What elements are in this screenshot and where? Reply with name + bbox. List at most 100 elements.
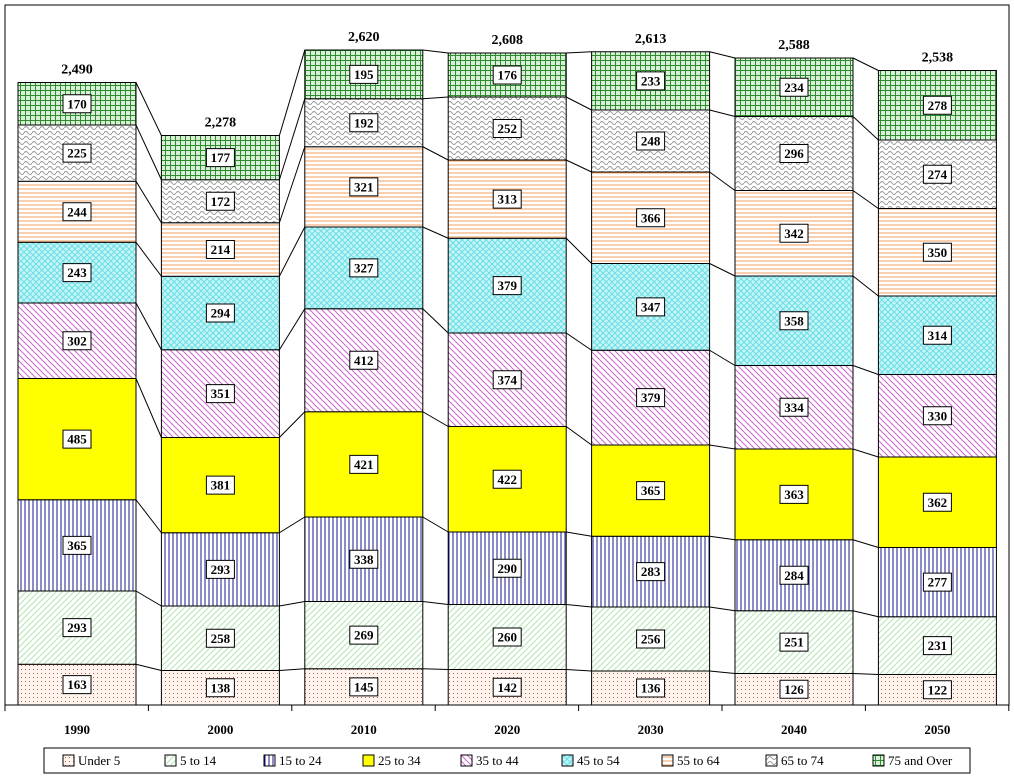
segment-label-box	[62, 331, 92, 351]
segment-label: 244	[67, 204, 87, 219]
segment-label: 313	[497, 192, 517, 207]
x-tick-label: 2010	[351, 722, 377, 737]
segment-label-box	[636, 208, 666, 228]
segment-label-box	[492, 370, 522, 390]
segment-label: 379	[641, 390, 661, 405]
segment-label: 327	[354, 260, 374, 275]
x-tick-label: 1990	[64, 722, 90, 737]
connector-line	[709, 171, 736, 191]
segment-label: 379	[497, 278, 517, 293]
connector-line	[709, 535, 736, 541]
segment-label: 296	[784, 146, 804, 161]
segment-label-box	[205, 678, 235, 698]
connector-lines	[135, 49, 879, 675]
segment-label-box	[779, 311, 809, 331]
segment-label: 142	[497, 680, 517, 695]
segment-label: 278	[928, 98, 948, 113]
connector-line	[422, 146, 449, 161]
segment-label-box	[922, 406, 952, 426]
segment-label-box	[349, 549, 379, 569]
connector-line	[135, 663, 162, 671]
connector-line	[709, 670, 736, 674]
segment-label-box	[922, 492, 952, 512]
legend-label-55-to-64: 55 to 64	[677, 753, 720, 768]
x-tick-label: 2020	[494, 722, 520, 737]
segment-label-box	[779, 77, 809, 97]
segment-label: 412	[354, 353, 374, 368]
segment-label-box	[636, 562, 666, 582]
connector-line	[852, 673, 879, 675]
connector-line	[709, 349, 736, 366]
segment-label: 145	[354, 679, 374, 694]
legend: Under 5 5 to 14 15 to 24 25 to 34 35 to 44 45…	[43, 747, 971, 774]
connector-line	[852, 57, 879, 71]
segment-label-box	[922, 242, 952, 262]
segment-label-box	[492, 469, 522, 489]
segment-label: 351	[211, 386, 231, 401]
segment-label-box	[205, 628, 235, 648]
connector-line	[278, 308, 306, 351]
segment-label: 172	[211, 194, 231, 209]
segment-label: 342	[784, 226, 804, 241]
segment-label-box	[205, 384, 235, 404]
connector-line	[278, 146, 306, 223]
connector-line	[565, 237, 592, 264]
connector-line	[279, 668, 305, 671]
connector-line	[709, 606, 736, 612]
segment-label: 274	[928, 167, 948, 182]
segment-label: 231	[928, 638, 948, 653]
legend-label-45-to-54: 45 to 54	[577, 753, 620, 768]
segment-label: 233	[641, 73, 661, 88]
segment-label: 347	[641, 299, 661, 314]
segment-label-box	[349, 677, 379, 697]
x-axis: 1990 2000 2010 2020 2030 2040 2050	[4, 705, 1010, 737]
segment-label-box	[779, 397, 809, 417]
connector-line	[852, 190, 879, 209]
segment-label: 362	[928, 495, 948, 510]
connector-line	[709, 109, 736, 117]
connector-line	[422, 226, 449, 239]
segment-label: 338	[354, 552, 374, 567]
connector-line	[852, 448, 879, 458]
connector-line	[565, 332, 592, 351]
segment-label-box	[492, 677, 522, 697]
segment-label: 293	[67, 620, 87, 635]
segment-label: 302	[67, 333, 87, 348]
segment-label: 243	[67, 265, 87, 280]
segment-label-box	[492, 627, 522, 647]
legend-label-under-5: Under 5	[78, 753, 120, 768]
segment-label: 363	[784, 487, 804, 502]
segment-label-box	[922, 680, 952, 700]
total-label: 2,490	[61, 63, 93, 78]
connector-line	[278, 226, 306, 277]
connector-line	[279, 516, 306, 534]
segment-label: 374	[497, 372, 517, 387]
segment-label: 269	[354, 628, 374, 643]
legend-swatch-45-to-54	[561, 754, 574, 767]
connector-line	[135, 590, 162, 607]
segment-label: 163	[67, 677, 87, 692]
segment-label: 252	[497, 121, 517, 136]
connector-line	[566, 604, 592, 608]
segment-label-box	[636, 629, 666, 649]
total-label: 2,608	[491, 33, 523, 48]
segment-label: 422	[497, 472, 517, 487]
total-label: 2,278	[205, 116, 237, 131]
connector-line	[135, 378, 162, 438]
segment-label-box	[779, 484, 809, 504]
connector-line	[279, 601, 305, 607]
segment-label-box	[205, 240, 235, 259]
segment-labels: 163 293 365 485 302 243 244 225 170 138 258 293 381 3…	[62, 64, 952, 700]
segment-label-box	[62, 202, 92, 222]
segment-label: 381	[211, 478, 231, 493]
segment-label-box	[636, 297, 666, 317]
segment-label-box	[779, 565, 809, 585]
segment-label-box	[779, 144, 809, 163]
segment-label-box	[922, 95, 952, 115]
segment-label: 138	[211, 680, 231, 695]
connector-line	[135, 180, 162, 224]
legend-label-15-to-24: 15 to 24	[279, 753, 322, 768]
connector-line	[422, 308, 449, 334]
segment-label-box	[636, 678, 666, 698]
segment-label: 365	[641, 483, 661, 498]
